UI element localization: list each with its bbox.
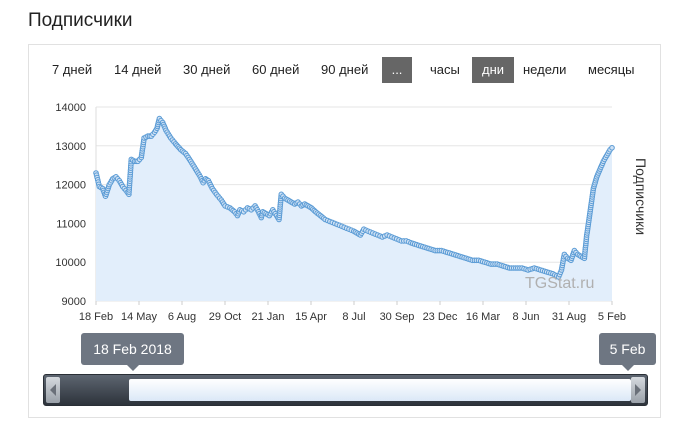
- data-point: [609, 144, 615, 151]
- range-start-pointer: [126, 365, 139, 371]
- range-navigator[interactable]: [43, 374, 648, 406]
- period-30-days-button[interactable]: 30 дней: [183, 62, 231, 77]
- y-axis-label: Подписчики: [633, 158, 649, 235]
- unit-weeks-button[interactable]: недели: [523, 62, 567, 77]
- period-7-days-button[interactable]: 7 дней: [52, 62, 93, 77]
- range-end-text: 5 Feb: [609, 341, 646, 357]
- y-axis-ticks: 14000 13000 12000 11000 10000 9000: [55, 102, 86, 308]
- x-tick-label: 18 Feb: [79, 311, 113, 323]
- x-tick-label: 8 Jul: [342, 311, 365, 323]
- navigator-window[interactable]: [129, 379, 631, 401]
- x-tick-label: 16 Mar: [466, 311, 501, 323]
- period-more-button[interactable]: ...: [382, 57, 412, 83]
- period-60-days-button[interactable]: 60 дней: [252, 62, 300, 77]
- unit-hours-button[interactable]: часы: [430, 62, 460, 77]
- chevron-right-icon: [635, 384, 641, 396]
- y-tick-label: 11000: [56, 218, 86, 230]
- range-end-pointer: [621, 365, 634, 371]
- y-tick-label: 10000: [55, 257, 86, 269]
- y-tick-label: 14000: [55, 102, 86, 114]
- x-tick-label: 31 Aug: [552, 311, 586, 323]
- y-tick-label: 13000: [55, 141, 86, 153]
- navigator-right-handle[interactable]: [631, 377, 645, 403]
- y-tick-label: 12000: [55, 180, 86, 192]
- x-tick-label: 5 Feb: [598, 311, 626, 323]
- series-points: [93, 115, 615, 280]
- watermark: TGStat.ru: [525, 275, 594, 292]
- y-tick-label: 9000: [62, 296, 86, 308]
- x-axis-ticks: 18 Feb 14 May 6 Aug 29 Oct 21 Jan 15 Apr 8 Jul…: [79, 301, 626, 323]
- unit-months-button[interactable]: месяцы: [588, 62, 635, 77]
- x-tick-label: 14 May: [121, 311, 158, 323]
- x-tick-label: 15 Apr: [295, 311, 327, 323]
- x-tick-label: 21 Jan: [251, 311, 284, 323]
- x-tick-label: 23 Dec: [423, 311, 458, 323]
- range-start-label: 18 Feb 2018: [81, 333, 184, 371]
- unit-days-button[interactable]: дни: [472, 57, 514, 83]
- navigator-left-handle[interactable]: [46, 377, 60, 403]
- x-tick-label: 8 Jun: [513, 311, 540, 323]
- range-end-label: 5 Feb: [599, 333, 656, 371]
- series-area: [96, 118, 612, 301]
- x-tick-label: 30 Sep: [380, 311, 415, 323]
- range-start-text: 18 Feb 2018: [93, 341, 172, 357]
- page-title: Подписчики: [28, 10, 133, 31]
- period-14-days-button[interactable]: 14 дней: [114, 62, 162, 77]
- chevron-left-icon: [50, 384, 56, 396]
- area-fill: [96, 118, 612, 301]
- period-90-days-button[interactable]: 90 дней: [321, 62, 369, 77]
- x-tick-label: 29 Oct: [209, 311, 241, 323]
- x-tick-label: 6 Aug: [168, 311, 196, 323]
